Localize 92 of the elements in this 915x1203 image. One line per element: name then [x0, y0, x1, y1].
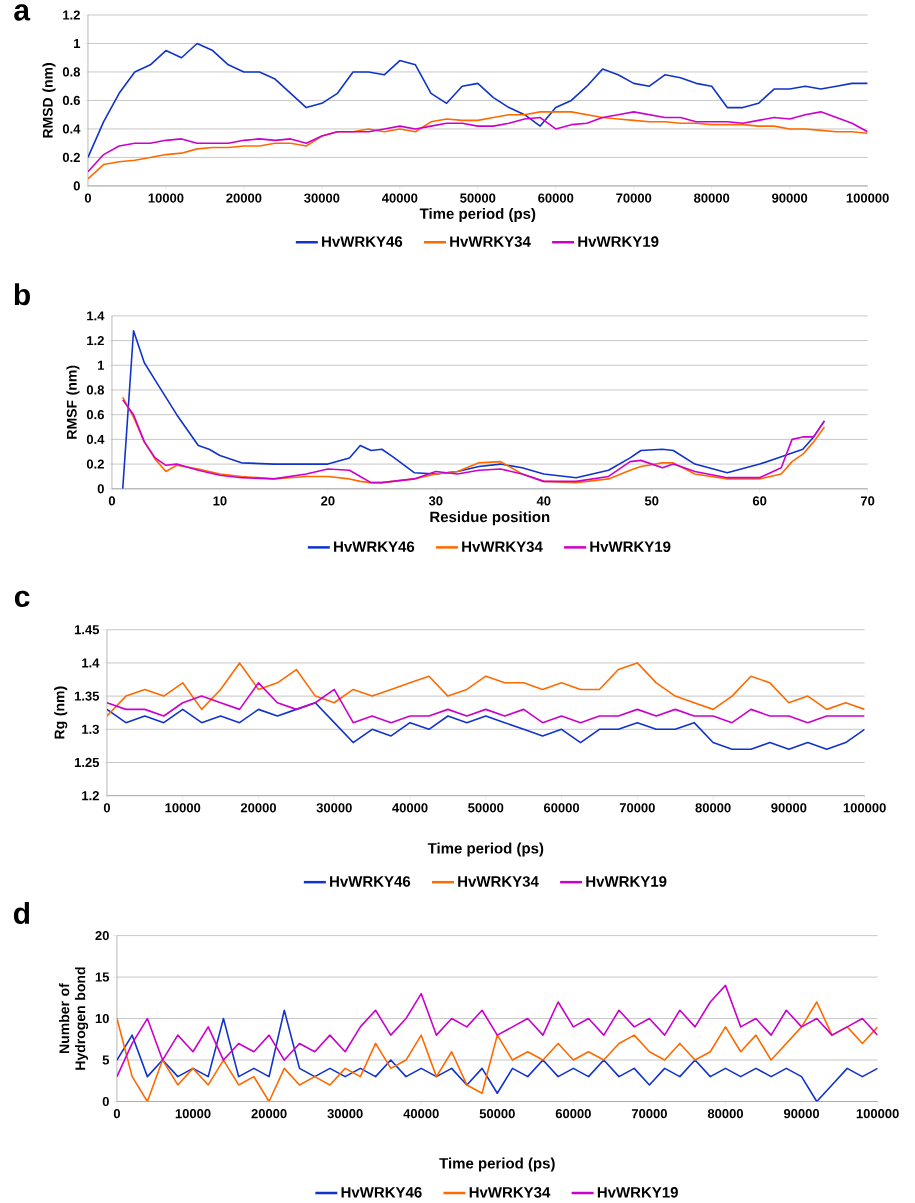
legend-label: HvWRKY19	[590, 541, 671, 553]
legend-label: HvWRKY46	[334, 541, 415, 553]
y-tick-label: 0.2	[63, 152, 81, 163]
chart-title: c	[15, 590, 30, 608]
x-tick-label: 100000	[846, 193, 889, 203]
x-tick-label: 50	[645, 496, 659, 506]
x-tick-label: 30000	[327, 1109, 363, 1119]
x-tick-label: 50000	[468, 803, 504, 813]
y-tick-label: 0.8	[87, 385, 105, 395]
x-tick-label: 70000	[620, 803, 656, 813]
y-tick-label: 1.2	[63, 10, 81, 20]
x-tick-label: 50000	[479, 1109, 516, 1119]
y-tick-label: 0.2	[87, 459, 105, 469]
y-axis-title: Number of Hydrogen bond	[59, 967, 89, 1070]
y-tick-label: 1	[74, 39, 81, 48]
x-tick-label: 30000	[316, 803, 352, 813]
legend-label: HvWRKY46	[341, 1187, 422, 1198]
line-series	[107, 662, 865, 717]
x-tick-label: 100000	[856, 1109, 899, 1119]
x-tick-label: 40000	[392, 803, 428, 813]
y-tick-label: 0	[102, 1096, 110, 1107]
x-tick-label: 60000	[538, 193, 574, 203]
line-series	[88, 42, 868, 159]
y-tick-label: 1.4	[82, 658, 100, 668]
y-tick-label: 1.2	[87, 336, 105, 346]
y-tick-label: 1.45	[75, 625, 100, 635]
legend-label: HvWRKY34	[458, 876, 539, 887]
x-tick-label: 20	[321, 496, 335, 506]
x-tick-label: 40000	[403, 1109, 439, 1119]
y-tick-label: 0.6	[63, 95, 81, 106]
x-tick-label: 50000	[460, 193, 496, 203]
y-tick-label: 15	[95, 972, 110, 982]
legend-label: HvWRKY46	[330, 876, 411, 887]
y-tick-label: 0.8	[63, 67, 81, 77]
x-tick-label: 70000	[632, 1109, 668, 1119]
y-tick-label: 1.3	[82, 724, 100, 734]
y-tick-label: 0.4	[63, 124, 81, 134]
y-tick-label: 1.35	[75, 691, 100, 701]
x-tick-label: 80000	[708, 1109, 744, 1119]
y-tick-label: 1.2	[82, 791, 100, 801]
legend-label: HvWRKY19	[598, 1187, 679, 1198]
x-axis-title: Time period (ps)	[427, 842, 544, 857]
y-tick-label: 0	[73, 181, 81, 191]
chart-title: d	[14, 902, 30, 925]
x-axis-title: Time period (ps)	[419, 207, 536, 222]
legend-label: HvWRKY19	[578, 236, 659, 247]
x-tick-label: 0	[114, 1109, 121, 1119]
y-axis-title: Rg (nm)	[54, 686, 68, 739]
x-tick-label: 30	[429, 496, 443, 506]
chart-title: b	[15, 283, 31, 306]
x-tick-label: 60000	[544, 803, 580, 813]
y-axis-title: RMSF (nm)	[66, 365, 80, 439]
y-tick-label: 10	[95, 1013, 110, 1024]
x-tick-label: 10000	[175, 1109, 211, 1119]
x-tick-label: 10000	[165, 803, 201, 813]
x-tick-label: 60000	[555, 1109, 592, 1119]
x-tick-label: 80000	[695, 803, 731, 813]
x-tick-label: 60	[753, 496, 767, 506]
legend-label: HvWRKY34	[469, 1187, 551, 1198]
x-tick-label: 70	[861, 496, 875, 506]
x-tick-label: 10000	[148, 193, 184, 203]
y-tick-label: 0.6	[87, 410, 105, 420]
x-tick-label: 30000	[304, 193, 340, 203]
x-tick-label: 10	[213, 496, 227, 506]
y-tick-label: 5	[102, 1055, 110, 1065]
x-tick-label: 90000	[784, 1109, 820, 1119]
y-tick-label: 20	[95, 930, 110, 941]
chart-title: a	[14, 4, 31, 21]
legend-label: HvWRKY19	[586, 876, 667, 887]
x-tick-label: 20000	[251, 1109, 287, 1119]
x-tick-label: 90000	[771, 803, 807, 813]
x-tick-label: 100000	[843, 803, 886, 813]
x-tick-label: 20000	[241, 803, 277, 813]
legend-label: HvWRKY34	[462, 541, 543, 553]
x-tick-label: 80000	[694, 193, 730, 203]
line-series	[117, 984, 878, 1078]
y-axis-title: RMSD (nm)	[42, 63, 56, 138]
legend-label: HvWRKY34	[450, 236, 531, 247]
y-tick-label: 1	[98, 360, 105, 370]
legend-label: HvWRKY46	[322, 236, 403, 247]
line-series	[107, 701, 865, 750]
y-tick-label: 0	[97, 484, 105, 494]
x-axis-title: Time period (ps)	[439, 1157, 555, 1172]
x-tick-label: 40	[536, 496, 551, 506]
y-tick-label: 1.25	[75, 757, 100, 768]
x-tick-label: 40000	[382, 193, 418, 203]
x-tick-label: 70000	[616, 193, 652, 203]
y-tick-label: 0.4	[87, 434, 105, 444]
y-tick-label: 1.4	[87, 311, 105, 321]
x-tick-label: 20000	[226, 193, 262, 203]
x-axis-title: Residue position	[430, 511, 550, 526]
x-tick-label: 90000	[772, 193, 808, 203]
